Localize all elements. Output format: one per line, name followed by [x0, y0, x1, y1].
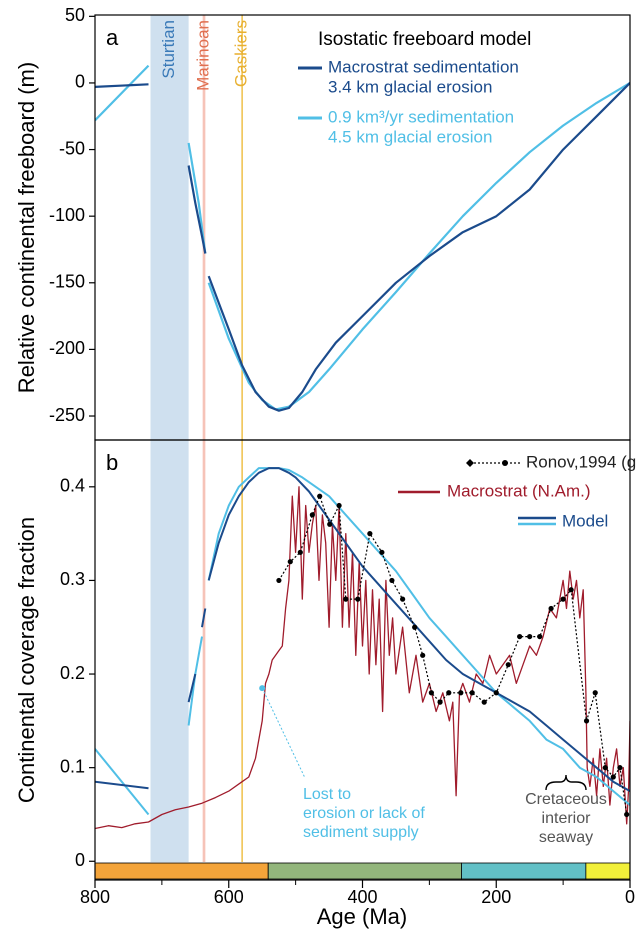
data-point [527, 633, 533, 640]
y-tick-label: 0.4 [60, 476, 85, 496]
y-tick-label: -100 [49, 205, 85, 225]
data-point [446, 690, 452, 696]
y-tick-label: -200 [49, 338, 85, 358]
data-point [548, 605, 554, 612]
panel-label: a [106, 25, 119, 50]
data-point [400, 596, 406, 602]
band-label: Sturtian [159, 20, 178, 79]
x-tick-label: 0 [625, 887, 635, 907]
legend-detail: 3.4 km glacial erosion [328, 77, 492, 96]
y-tick-label: 0.3 [60, 569, 85, 589]
annotation-text: interior [542, 810, 592, 827]
x-tick-label: 800 [80, 887, 110, 907]
y-tick-label: 0.1 [60, 756, 85, 776]
x-tick-label: 200 [481, 887, 511, 907]
data-line [95, 486, 630, 830]
band [202, 15, 206, 862]
annotation-text: sediment supply [303, 824, 419, 841]
data-point [276, 577, 282, 584]
data-point [505, 662, 511, 668]
legend-detail: 4.5 km glacial erosion [328, 127, 492, 146]
data-line [278, 495, 628, 815]
data-point [537, 633, 543, 640]
data-point [610, 774, 616, 780]
data-point [367, 531, 373, 537]
data-point [309, 512, 315, 518]
legend-marker [502, 460, 508, 466]
data-point [355, 596, 361, 602]
legend-title: Isostatic freeboard model [318, 29, 531, 50]
annotation-text: Cretaceous [525, 791, 607, 808]
y-tick-label: -150 [49, 272, 85, 292]
y-tick-label: -250 [49, 405, 85, 425]
legend-label: Macrostrat (N.Am.) [447, 481, 591, 500]
data-point [469, 690, 475, 696]
legend-label: Model [562, 511, 608, 530]
panel-label: b [106, 450, 118, 475]
data-line [95, 82, 630, 412]
annotation-text: Lost to [303, 786, 351, 803]
data-point [420, 652, 426, 658]
band [150, 15, 189, 862]
data-point [481, 699, 487, 705]
data-point [592, 690, 598, 696]
annotation-text: seaway [539, 829, 593, 846]
y-tick-label: -50 [59, 138, 85, 158]
data-point [517, 633, 523, 640]
legend-marker [466, 459, 474, 467]
legend-label: Ronov,1994 (global) [526, 452, 636, 471]
legend-label: Macrostrat sedimentation [328, 57, 519, 76]
y-axis-label: Continental coverage fraction [14, 517, 39, 803]
period-bar [461, 862, 587, 880]
data-point [568, 587, 574, 593]
x-tick-label: 600 [214, 887, 244, 907]
data-point [560, 596, 566, 602]
data-point [379, 549, 385, 555]
band-label: Gaskiers [232, 20, 251, 87]
data-point [428, 690, 434, 696]
x-tick-label: 400 [347, 887, 377, 907]
period-bar [267, 862, 462, 880]
annotation-text: erosion or lack of [303, 805, 425, 822]
y-tick-label: 0.2 [60, 663, 85, 683]
data-point [437, 699, 443, 705]
y-tick-label: 0 [75, 72, 85, 92]
data-point [287, 559, 293, 565]
y-tick-label: 0 [75, 850, 85, 870]
data-point [327, 521, 333, 527]
legend-label: 0.9 km³/yr sedimentation [328, 107, 514, 126]
annotation-brace [545, 774, 587, 791]
data-point [343, 596, 349, 602]
data-point [389, 577, 395, 584]
y-axis-label: Relative continental freeboard (m) [14, 62, 39, 393]
data-point [624, 811, 630, 818]
y-tick-label: 50 [65, 5, 85, 25]
data-point [336, 502, 342, 509]
data-line [95, 467, 630, 792]
data-point [317, 493, 323, 499]
data-point [617, 765, 623, 771]
band-label: Marinoan [193, 20, 212, 91]
x-axis-label: Age (Ma) [317, 904, 407, 929]
period-bar [94, 862, 269, 880]
data-point [602, 765, 608, 771]
data-point [297, 549, 303, 555]
data-point [583, 718, 590, 724]
data-point [458, 690, 464, 696]
data-point [412, 624, 418, 630]
annotation-point [259, 685, 266, 692]
data-point [493, 690, 499, 696]
period-bar [585, 862, 631, 880]
annotation-leader [261, 687, 306, 779]
